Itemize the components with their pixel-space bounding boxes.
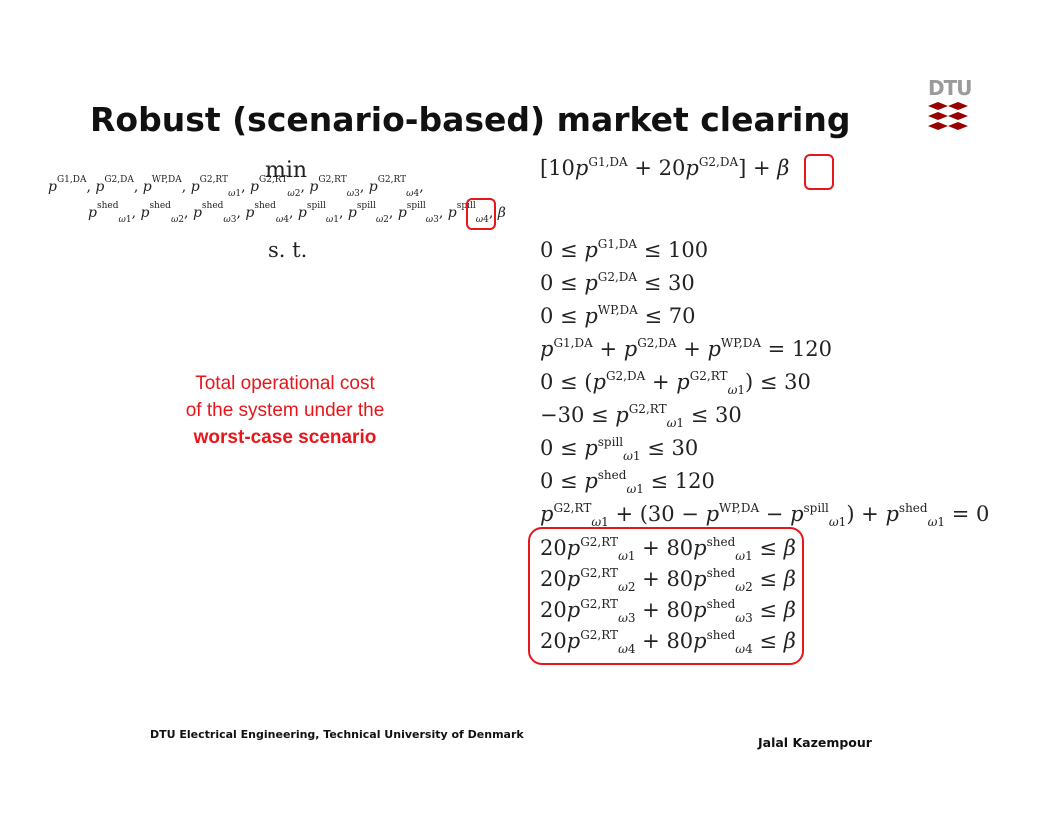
note-line-1: Total operational cost <box>195 373 375 394</box>
worst-case-note: Total operational cost of the system und… <box>150 370 420 451</box>
robust-constraint-w4: 20pG2,RTω4 + 80pshedω4 ≤ β <box>540 628 796 656</box>
constraint-shed-bounds: 0 ≤ pshedω1 ≤ 120 <box>540 468 715 496</box>
constraint-g2-rt-bounds: −30 ≤ pG2,RTω1 ≤ 30 <box>540 402 742 430</box>
decision-variables-row2: pshedω1, pshedω2, pshedω3, pshedω4, pspi… <box>88 201 506 225</box>
note-line-3: worst-case scenario <box>150 424 420 451</box>
constraint-wp-bounds: 0 ≤ pWP,DA ≤ 70 <box>540 303 696 328</box>
slide-title: Robust (scenario-based) market clearing <box>90 100 851 139</box>
dtu-logo: DTU <box>928 78 972 138</box>
beta-highlight-box-right <box>804 154 834 190</box>
robust-constraints-box <box>528 527 804 665</box>
constraint-g1-bounds: 0 ≤ pG1,DA ≤ 100 <box>540 237 709 262</box>
constraint-g2-bounds: 0 ≤ pG2,DA ≤ 30 <box>540 270 695 295</box>
robust-constraint-w3: 20pG2,RTω3 + 80pshedω3 ≤ β <box>540 597 796 625</box>
constraint-spill-bounds: 0 ≤ pspillω1 ≤ 30 <box>540 435 699 463</box>
logo-text: DTU <box>928 76 972 100</box>
note-line-2: of the system under the <box>185 400 385 421</box>
footer-institution: DTU Electrical Engineering, Technical Un… <box>150 728 524 741</box>
subject-to-label: s. t. <box>268 238 308 262</box>
constraint-g2-total: 0 ≤ (pG2,DA + pG2,RTω1) ≤ 30 <box>540 369 811 397</box>
objective-function: [10pG1,DA + 20pG2,DA] + β <box>540 155 790 180</box>
beta-highlight-box-left <box>466 198 496 230</box>
constraint-power-balance-da: pG1,DA + pG2,DA + pWP,DA = 120 <box>540 336 833 361</box>
dtu-arrows-icon <box>928 102 968 130</box>
min-operator: min <box>265 158 308 183</box>
robust-constraint-w1: 20pG2,RTω1 + 80pshedω1 ≤ β <box>540 535 796 563</box>
constraint-power-balance-rt: pG2,RTω1 + (30 − pWP,DA − pspillω1) + ps… <box>540 501 990 529</box>
footer-author: Jalal Kazempour <box>758 735 872 750</box>
robust-constraint-w2: 20pG2,RTω2 + 80pshedω2 ≤ β <box>540 566 796 594</box>
note-bold: worst-case scenario <box>193 427 377 448</box>
decision-variables-row1: pG1,DA, pG2,DA, pWP,DA, pG2,RTω1, pG2,RT… <box>48 175 424 199</box>
